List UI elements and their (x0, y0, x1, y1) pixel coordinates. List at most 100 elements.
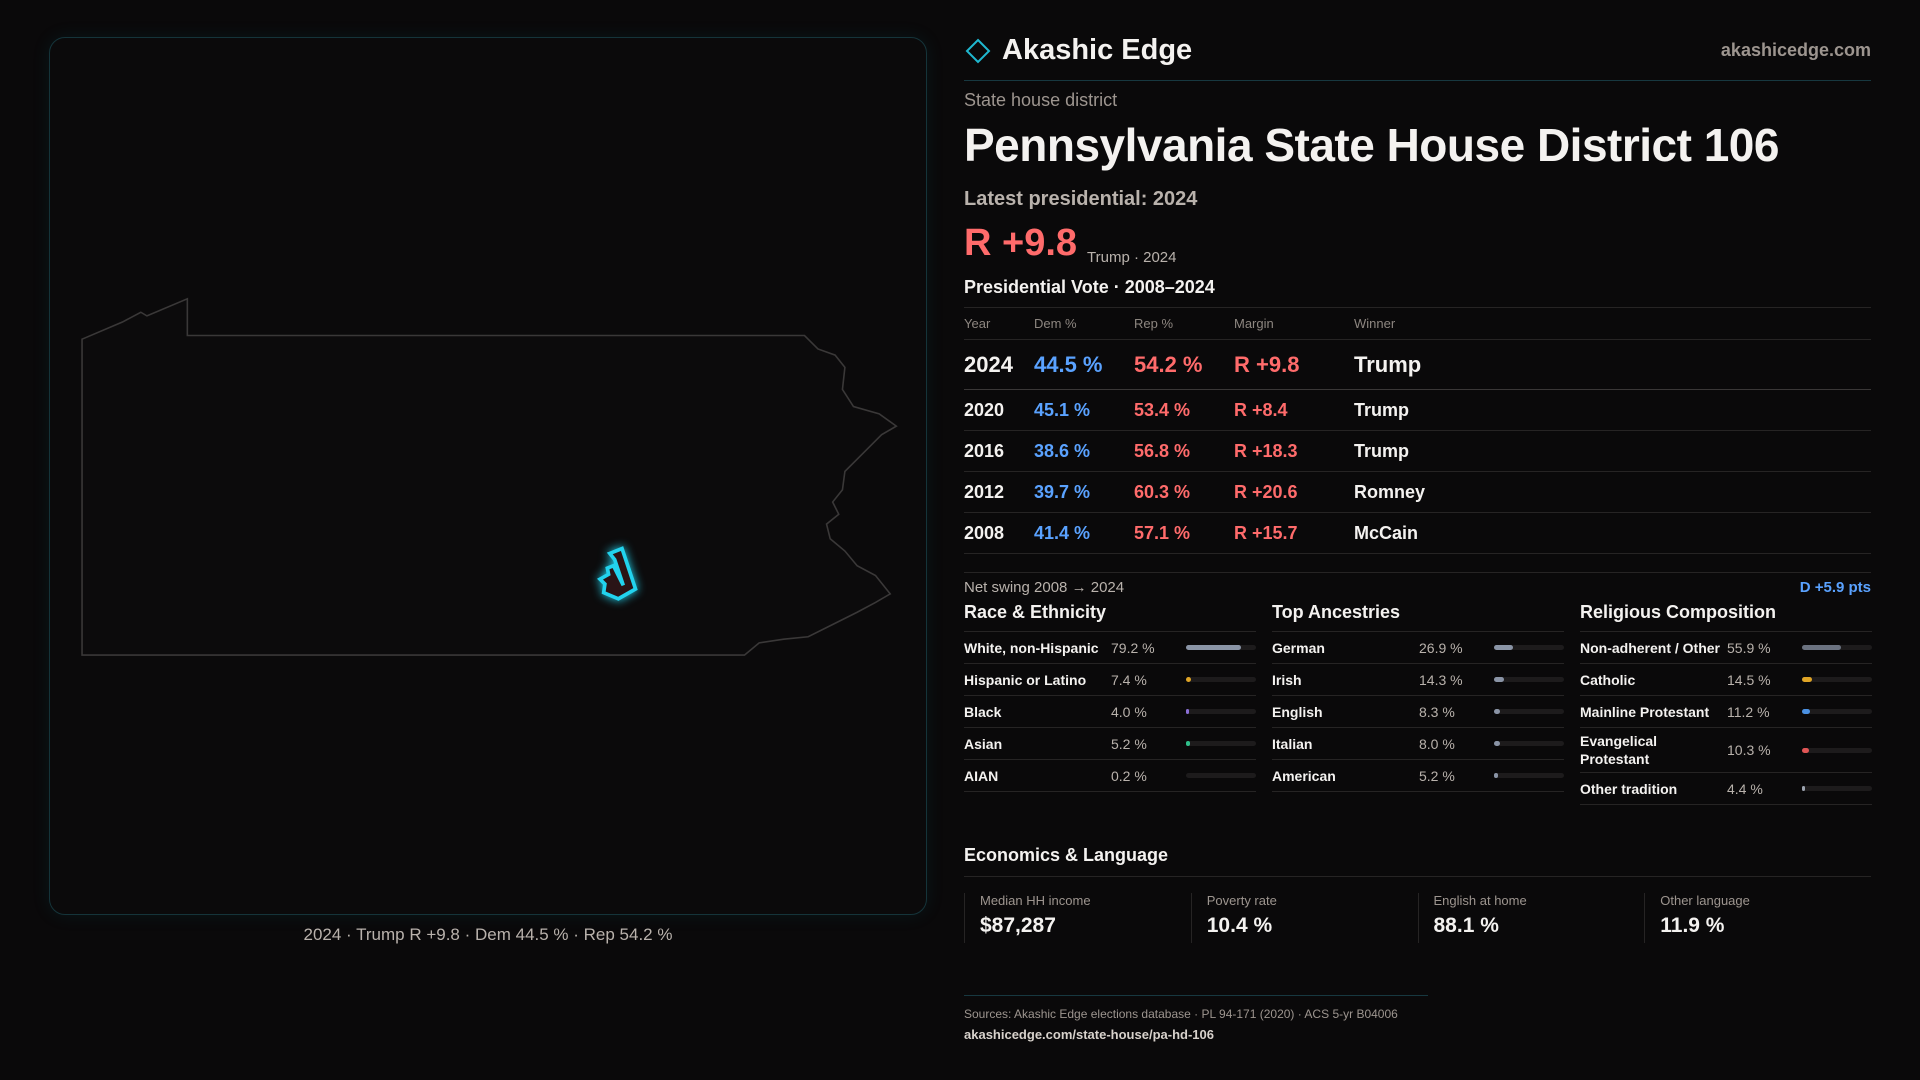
header-divider (964, 80, 1871, 81)
dem-cell: 45.1 % (1034, 389, 1134, 431)
table-row: 2012 39.7 % 60.3 % R +20.6 Romney (964, 471, 1871, 513)
section-heading: Top Ancestries (1272, 602, 1564, 632)
list-item: Irish 14.3 % (1272, 664, 1564, 696)
item-bar-fill (1186, 741, 1190, 746)
stat-value: 10.4 % (1206, 914, 1273, 937)
dem-cell: 44.5 % (1034, 339, 1134, 390)
presidential-table: Year Dem % Rep % Margin Winner 2024 44.5 % 54.… (964, 307, 1871, 554)
table-row: 2024 44.5 % 54.2 % R +9.8 Trump (964, 339, 1871, 390)
item-bar-track (1802, 677, 1872, 682)
map-panel[interactable] (49, 37, 927, 915)
item-bar-fill (1802, 786, 1806, 791)
list-item: Asian 5.2 % (964, 728, 1256, 760)
stat-card: Poverty rate 10.4 % (1190, 893, 1418, 943)
item-value: 14.3 % (1419, 671, 1463, 688)
stat-card: English at home 88.1 % (1417, 893, 1645, 943)
item-bar-fill (1494, 709, 1500, 714)
item-value: 55.9 % (1727, 639, 1771, 656)
stat-value: $87,287 (980, 914, 1056, 937)
item-value: 11.2 % (1727, 703, 1770, 720)
winner-cell: Trump (1354, 430, 1871, 472)
year-cell: 2008 (964, 512, 1034, 554)
stat-label: Median HH income (980, 893, 1091, 908)
stat-label: Poverty rate (1206, 893, 1277, 908)
item-label: American (1272, 767, 1336, 784)
item-value: 79.2 % (1111, 639, 1155, 656)
item-bar-fill (1186, 677, 1192, 682)
item-bar-track (1494, 741, 1564, 746)
section-religion: Religious Composition Non-adherent / Othe… (1580, 602, 1872, 805)
column-header-rep: Rep % (1134, 307, 1234, 340)
column-header-winner: Winner (1354, 307, 1871, 340)
item-bar-fill (1802, 747, 1810, 753)
item-bar-track (1494, 645, 1564, 650)
stat-label: English at home (1433, 893, 1527, 908)
column-header-margin: Margin (1234, 307, 1354, 340)
item-bar-track (1186, 645, 1256, 650)
item-label: Italian (1272, 735, 1313, 752)
item-value: 5.2 % (1111, 735, 1147, 752)
item-bar-fill (1186, 709, 1189, 714)
table-row: 2020 45.1 % 53.4 % R +8.4 Trump (964, 389, 1871, 431)
dem-cell: 39.7 % (1034, 471, 1134, 513)
latest-presidential: Latest presidential: 2024 (964, 188, 1198, 210)
list-item: Evangelical Protestant 10.3 % (1580, 728, 1872, 773)
rep-cell: 60.3 % (1134, 471, 1234, 513)
item-label: Evangelical Protestant (1580, 733, 1658, 767)
item-value: 4.0 % (1111, 703, 1147, 720)
page-url[interactable]: akashicedge.com/state-house/pa-hd-106 (964, 1027, 1214, 1042)
latest-margin: R +9.8 (964, 222, 1078, 264)
item-bar-track (1802, 709, 1872, 714)
item-bar-track (1186, 773, 1256, 778)
item-bar-track (1186, 709, 1256, 714)
item-label: Asian (964, 735, 1003, 752)
item-bar-fill (1802, 645, 1842, 650)
district-kind: State house district (964, 90, 1118, 110)
item-value: 7.4 % (1111, 671, 1147, 688)
winner-cell: Trump (1354, 389, 1871, 431)
page-title: Pennsylvania State House District 106 (964, 119, 1779, 171)
section-heading: Religious Composition (1580, 602, 1872, 632)
item-label: English (1272, 703, 1323, 720)
item-label: Other tradition (1580, 780, 1678, 797)
rep-cell: 56.8 % (1134, 430, 1234, 472)
stat-card: Other language 11.9 % (1644, 893, 1871, 943)
item-label: AIAN (964, 767, 999, 784)
list-item: Black 4.0 % (964, 696, 1256, 728)
item-bar-fill (1494, 773, 1498, 778)
item-value: 8.3 % (1419, 703, 1455, 720)
diamond-logo-icon (965, 38, 991, 63)
net-swing-label: Net swing 2008 → 2024 (964, 579, 1125, 596)
year-cell: 2024 (964, 339, 1034, 390)
winner-cell: Romney (1354, 471, 1871, 513)
margin-cell: R +15.7 (1234, 512, 1354, 554)
site-link[interactable]: akashicedge.com (1720, 40, 1871, 60)
item-bar-fill (1494, 645, 1513, 650)
net-swing: Net swing 2008 → 2024 D +5.9 pts (964, 572, 1871, 596)
item-label: Black (964, 703, 1002, 720)
item-bar-track (1494, 773, 1564, 778)
item-value: 8.0 % (1419, 735, 1455, 752)
dem-cell: 41.4 % (1034, 512, 1134, 554)
footer-divider (964, 995, 1428, 996)
column-header-dem: Dem % (1034, 307, 1134, 340)
item-bar-fill (1186, 645, 1242, 650)
stat-label: Other language (1660, 893, 1750, 908)
item-bar-track (1186, 741, 1256, 746)
item-bar-track (1802, 645, 1872, 650)
item-value: 26.9 % (1419, 639, 1463, 656)
year-cell: 2020 (964, 389, 1034, 431)
economics-stats: Median HH income $87,287 Poverty rate 10.4 … (964, 893, 1871, 943)
item-bar-fill (1494, 677, 1504, 682)
economics-heading: Economics & Language (964, 845, 1871, 877)
table-row: 2016 38.6 % 56.8 % R +18.3 Trump (964, 430, 1871, 472)
item-value: 5.2 % (1419, 767, 1455, 784)
item-value: 10.3 % (1727, 742, 1771, 758)
margin-cell: R +8.4 (1234, 389, 1354, 431)
item-bar-track (1186, 677, 1256, 682)
brand[interactable]: Akashic Edge (964, 34, 1192, 67)
section-heading: Race & Ethnicity (964, 602, 1256, 632)
item-bar-fill (1802, 709, 1810, 714)
margin-cell: R +9.8 (1234, 339, 1354, 390)
item-bar-track (1494, 677, 1564, 682)
